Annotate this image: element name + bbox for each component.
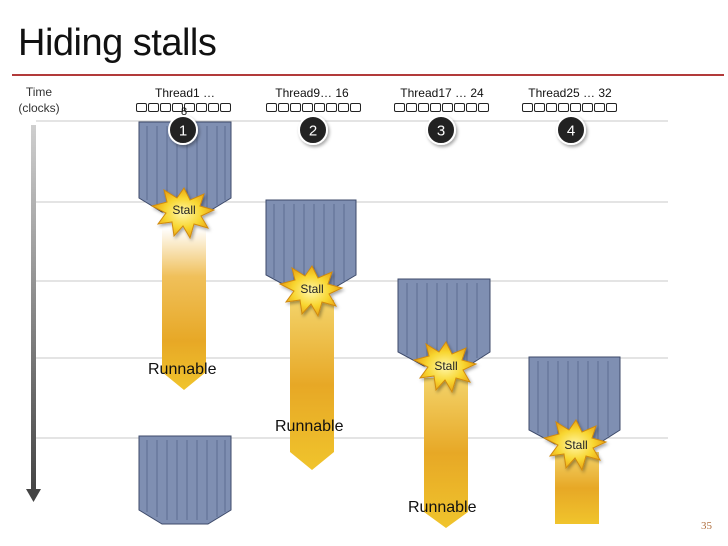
- thread-group-3-lanes: [394, 103, 489, 112]
- thread-group-4-label: Thread25 … 32: [528, 86, 612, 100]
- runnable-arrow-1: [162, 228, 206, 390]
- runnable-arrow-2: [290, 300, 334, 470]
- stall-label-3: Stall: [434, 359, 457, 373]
- thread-group-badge-1: 1: [168, 115, 198, 145]
- runnable-label-1: Runnable: [148, 361, 217, 378]
- time-axis-unit: (clocks): [18, 101, 60, 115]
- stall-burst-3: [412, 341, 478, 394]
- thread-group-badge-2: 2: [298, 115, 328, 145]
- warp-block-1: [138, 121, 232, 213]
- stall-burst-2: [278, 265, 344, 318]
- warp-block-2: [265, 199, 357, 289]
- thread-group-1-label-overflow: 8: [181, 106, 188, 118]
- time-axis-arrow: [26, 125, 41, 502]
- thread-group-1-lanes: [136, 103, 231, 112]
- stall-burst-4: [542, 419, 608, 472]
- stall-label-1: Stall: [172, 203, 195, 217]
- badge-number-4: 4: [567, 123, 575, 140]
- title-divider: [12, 74, 724, 76]
- runnable-label-2: Runnable: [275, 418, 344, 435]
- runnable-arrow-3: [424, 378, 468, 528]
- thread-group-3-label: Thread17 … 24: [400, 86, 484, 100]
- badge-number-1: 1: [179, 123, 187, 140]
- time-axis-title: Time: [25, 85, 53, 99]
- thread-group-4-lanes: [522, 103, 617, 112]
- thread-group-2-label: Thread9… 16: [275, 86, 349, 100]
- time-axis-label: Time (clocks): [4, 84, 74, 116]
- stall-label-4: Stall: [564, 438, 587, 452]
- page-number: 35: [701, 520, 712, 532]
- stall-burst-1: [150, 187, 216, 240]
- runnable-arrow-4: [555, 452, 599, 524]
- thread-group-2-lanes: [266, 103, 361, 112]
- thread-group-1-label: Thread1 …: [154, 86, 216, 100]
- slide-title: Hiding stalls: [18, 22, 217, 64]
- runnable-label-3: Runnable: [408, 499, 477, 516]
- warp-block-1-resumed: [138, 435, 232, 525]
- thread-group-badge-4: 4: [556, 115, 586, 145]
- badge-number-2: 2: [309, 123, 317, 140]
- stall-label-2: Stall: [300, 282, 323, 296]
- badge-number-3: 3: [437, 123, 445, 140]
- thread-group-badge-3: 3: [426, 115, 456, 145]
